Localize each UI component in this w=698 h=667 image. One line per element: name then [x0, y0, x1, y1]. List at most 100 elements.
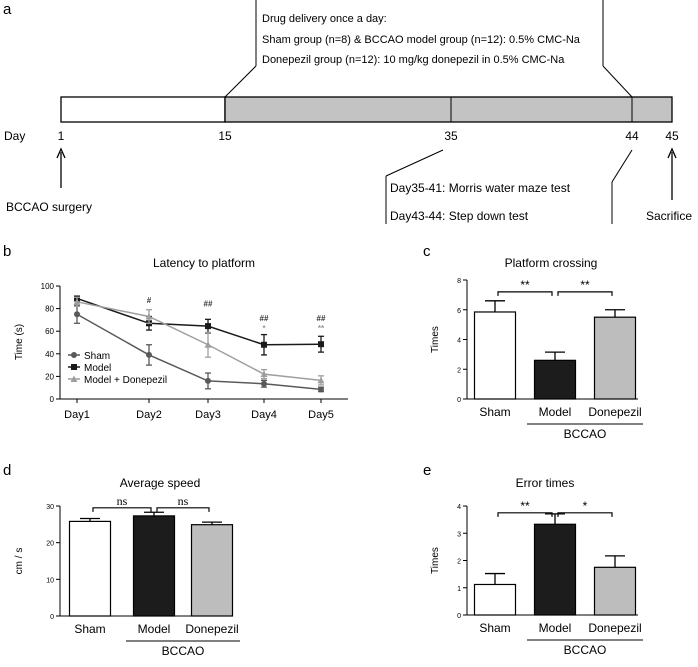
chart-b-ytick-label-40: 40 — [45, 350, 54, 359]
chart-latency: Latency to platform Time (s) 0 20 40 60 80 100 D… — [14, 256, 348, 421]
chart-e-ytick-label-0: 0 — [457, 613, 461, 620]
chart-b-ytick-label-20: 20 — [45, 372, 54, 381]
chart-b-point — [261, 380, 267, 387]
chart-c-ytick-label-0: 0 — [457, 397, 461, 404]
day-tick-label-15: 15 — [218, 129, 232, 143]
chart-c-sig-bracket-0 — [497, 291, 553, 296]
chart-b-point — [261, 341, 267, 348]
chart-d-xtick-label-model: Model — [138, 622, 171, 636]
chart-b-line-model — [76, 297, 322, 346]
chart-e-ytick-label-3: 3 — [457, 531, 461, 538]
chart-e-xtick-label-donepezil: Donepezil — [588, 621, 641, 635]
panel-letter-c: c — [423, 243, 431, 260]
panel-letter-d: d — [3, 462, 11, 479]
chart-b-point — [318, 386, 324, 393]
chart-b-annotation: ## — [260, 314, 269, 323]
chart-d-sig-label-1: ns — [178, 494, 189, 508]
chart-b-point — [205, 377, 211, 384]
chart-d-ytick-label-30: 30 — [46, 504, 54, 511]
chart-d-ylabel: cm / s — [14, 548, 25, 575]
chart-b-ytick-label-100: 100 — [41, 282, 55, 291]
chart-b-line-model-donepezil — [76, 301, 322, 382]
chart-c-ylabel: Times — [430, 326, 441, 353]
chart-b-annotation: ## — [204, 299, 213, 308]
chart-e-ytick-label-2: 2 — [457, 559, 461, 566]
chart-platform-crossing: Platform crossing Times 0 2 4 6 8 Sham Model Done… — [430, 256, 643, 441]
chart-e-sig-label-1: * — [583, 499, 588, 513]
chart-b-legend-marker — [71, 364, 77, 370]
chart-b-point — [73, 298, 81, 305]
event-bccao-surgery: BCCAO surgery — [6, 200, 92, 214]
event-sacrifice: Sacrifice — [646, 209, 692, 223]
stepdown-callout — [611, 149, 633, 183]
chart-d-sig-bracket-0 — [92, 507, 152, 512]
chart-b-legend-label: Sham — [84, 351, 110, 362]
chart-b-point — [145, 313, 153, 320]
day-label: Day — [4, 129, 25, 143]
chart-b-point — [204, 341, 212, 348]
chart-b-point — [205, 323, 211, 330]
chart-d-xtick-label-donepezil: Donepezil — [185, 622, 238, 636]
chart-c-bar-model — [533, 359, 577, 400]
chart-b-legend-label: Model — [84, 363, 111, 374]
drug-callout-right — [602, 65, 633, 98]
drug-callout-left — [224, 65, 257, 98]
chart-e-title: Error times — [516, 476, 575, 490]
chart-d-sig-bracket-1 — [156, 507, 210, 512]
chart-c-sig-label-1: ** — [580, 278, 590, 292]
chart-c-ytick-label-2: 2 — [457, 367, 461, 374]
surgery-arrow-head — [56, 147, 66, 159]
chart-c-ytick-label-8: 8 — [457, 278, 461, 285]
drug-delivery-line-2: Sham group (n=8) & BCCAO model group (n=… — [262, 34, 581, 46]
chart-b-point — [317, 376, 325, 384]
chart-e-xtick-label-model: Model — [539, 621, 572, 635]
chart-b-annotation: ** — [318, 324, 325, 333]
chart-b-xtick-label-Day5: Day5 — [308, 409, 334, 421]
chart-b-annotation: ## — [317, 314, 326, 323]
chart-d-ytick-label-10: 10 — [46, 577, 54, 584]
chart-d-group-label: BCCAO — [162, 644, 205, 658]
day-tick-label-44: 44 — [625, 129, 639, 143]
chart-d-bar-donepezil — [190, 524, 234, 617]
panel-letter-a: a — [3, 1, 12, 18]
panel-letter-e: e — [423, 462, 431, 479]
chart-b-ytick-label-60: 60 — [45, 327, 54, 336]
event-step-down-test: Day43-44: Step down test — [390, 209, 529, 223]
chart-b-title: Latency to platform — [153, 256, 255, 270]
chart-b-ylabel: Time (s) — [14, 324, 25, 360]
timeline: Drug delivery once a day: Sham group (n=… — [4, 0, 692, 224]
chart-b-ytick-label-0: 0 — [50, 395, 55, 404]
chart-e-ytick-label-4: 4 — [457, 504, 461, 511]
chart-b-xtick-label-Day3: Day3 — [195, 409, 221, 421]
timeline-pre-treatment-segment — [60, 96, 226, 123]
chart-c-group-label: BCCAO — [564, 427, 607, 441]
chart-d-bar-model — [132, 515, 176, 617]
chart-b-ytick-label-80: 80 — [45, 305, 54, 314]
timeline-treatment-segment — [224, 96, 673, 123]
event-morris-water-maze: Day35-41: Morris water maze test — [390, 181, 571, 195]
chart-e-bar-sham — [473, 583, 517, 616]
chart-c-ytick-label-4: 4 — [457, 338, 461, 345]
chart-e-ylabel: Times — [430, 547, 441, 574]
day-tick-label-1: 1 — [58, 129, 65, 143]
chart-d-xtick-label-sham: Sham — [74, 622, 105, 636]
chart-c-sig-bracket-1 — [557, 291, 613, 296]
day-tick-label-35: 35 — [444, 129, 458, 143]
chart-e-sig-label-0: ** — [520, 499, 530, 513]
chart-average-speed: Average speed cm / s 0 10 20 30 Sham Model Donep… — [14, 476, 240, 658]
drug-delivery-line-3: Donepezil group (n=12): 10 mg/kg donepez… — [262, 54, 565, 66]
chart-b-point — [260, 370, 268, 378]
chart-b-point — [318, 341, 324, 348]
drug-delivery-line-1: Drug delivery once a day: — [262, 13, 387, 25]
chart-d-ytick-label-0: 0 — [50, 614, 54, 621]
chart-c-sig-label-0: ** — [520, 278, 530, 292]
chart-d-bar-sham — [68, 520, 112, 617]
chart-c-xtick-label-sham: Sham — [479, 405, 510, 419]
chart-e-group-label: BCCAO — [564, 643, 607, 657]
chart-c-title: Platform crossing — [505, 256, 598, 270]
chart-e-xtick-label-sham: Sham — [479, 621, 510, 635]
chart-b-xtick-label-Day2: Day2 — [136, 409, 162, 421]
chart-c-bar-sham — [473, 311, 517, 400]
chart-b-xtick-label-Day4: Day4 — [251, 409, 277, 421]
